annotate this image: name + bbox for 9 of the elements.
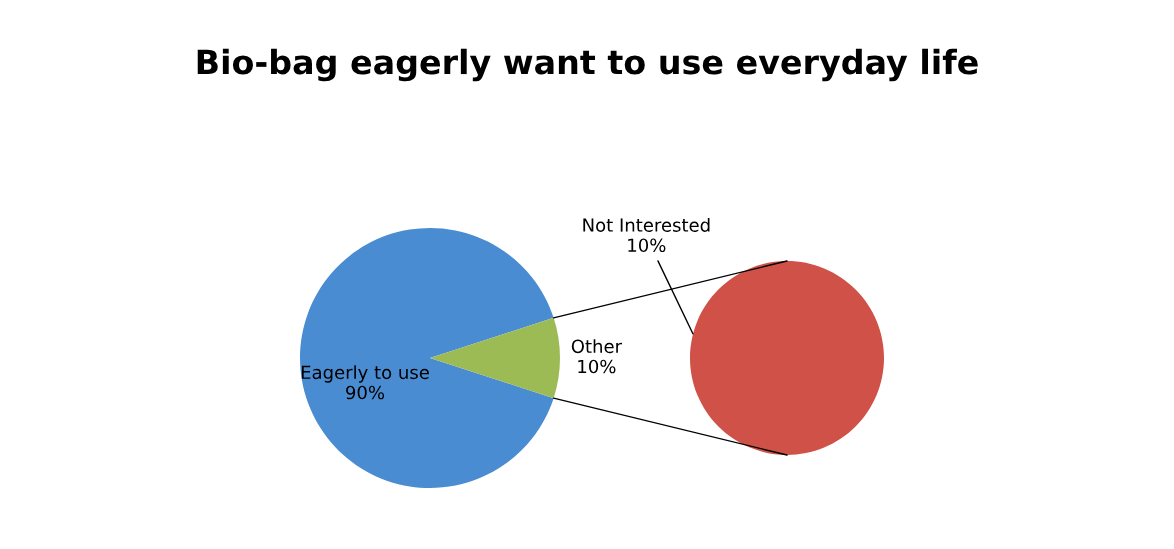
slice-label: Other bbox=[571, 339, 623, 354]
slice-label: Eagerly to use bbox=[301, 365, 429, 383]
pie-slice bbox=[300, 228, 554, 488]
data-label: 10% bbox=[628, 238, 666, 253]
data-label: 10% bbox=[578, 359, 616, 374]
category-label: Not Interested bbox=[583, 217, 710, 232]
pie-slice bbox=[430, 317, 560, 399]
data-label: 90% bbox=[346, 385, 385, 400]
chart-title: Bio-bag eagerly want to use everyday life bbox=[197, 48, 978, 82]
